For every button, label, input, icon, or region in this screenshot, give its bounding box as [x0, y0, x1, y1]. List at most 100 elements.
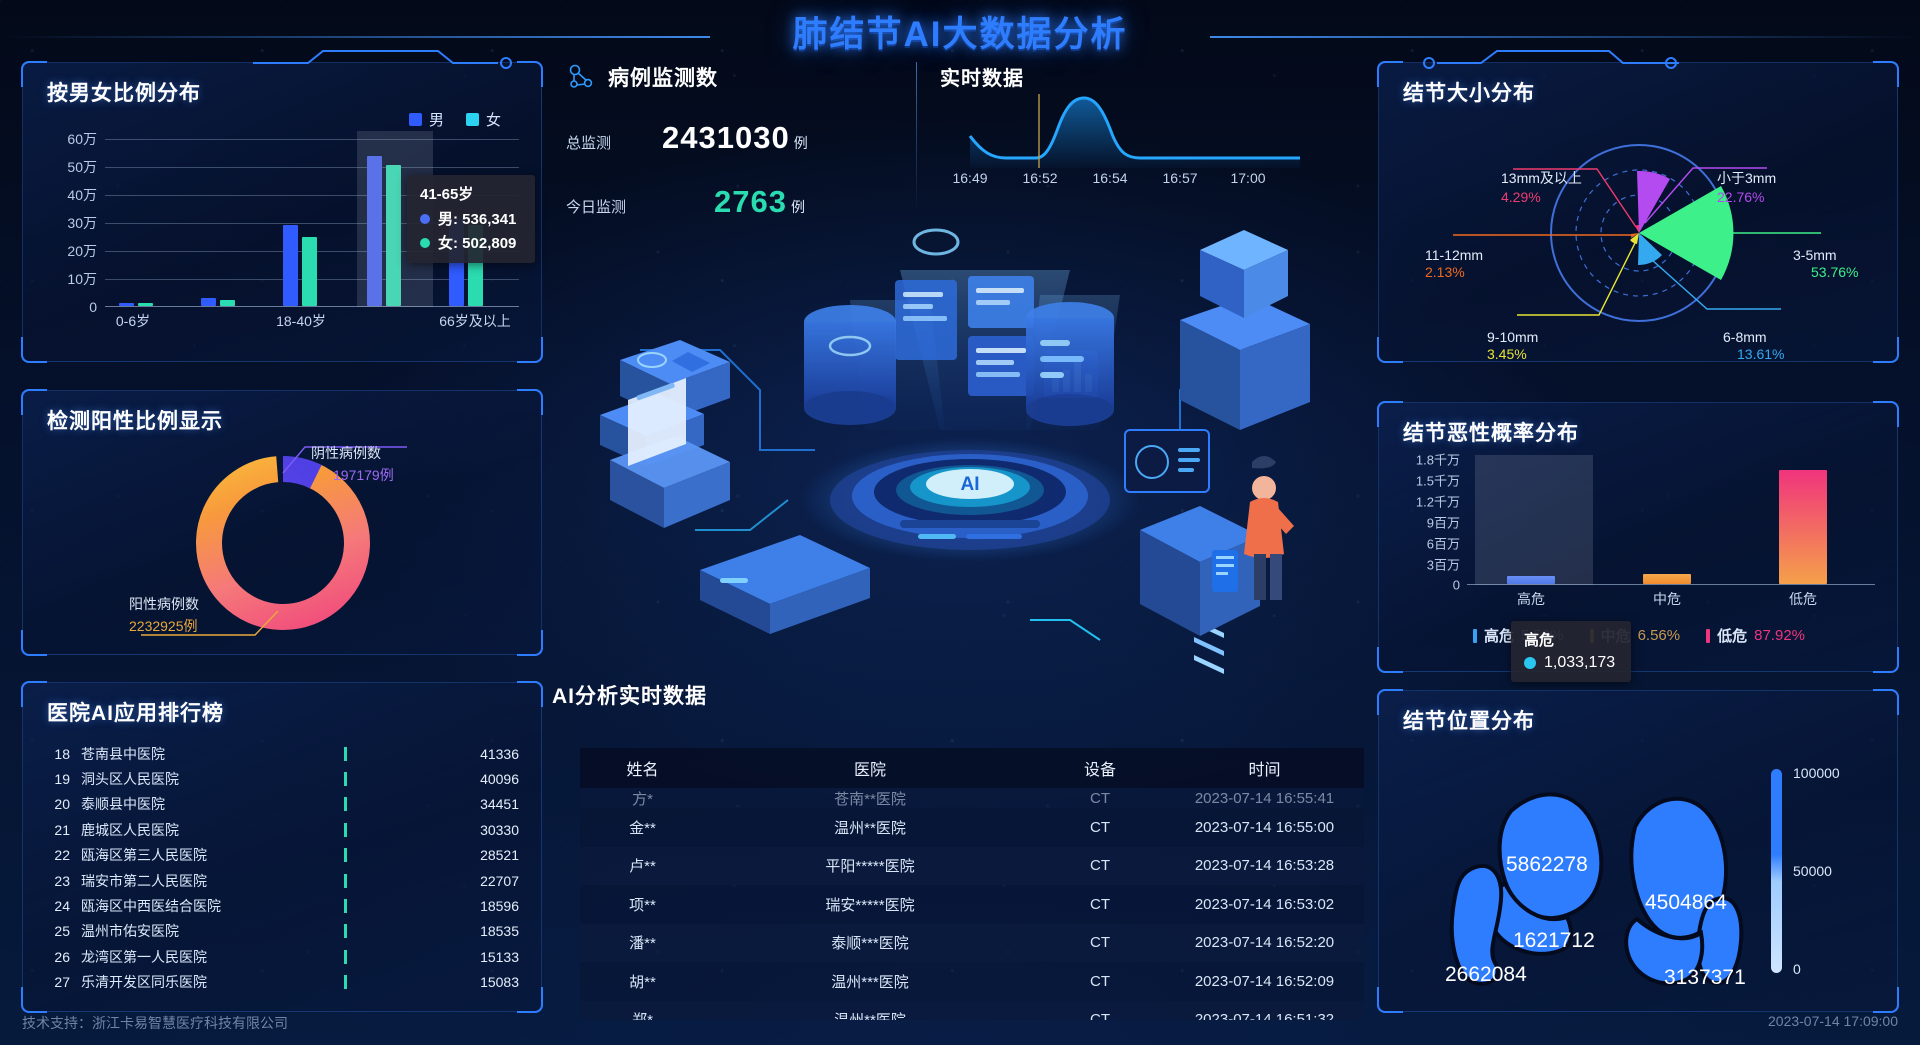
visual-map-max: 100000 [1793, 765, 1840, 781]
rank-bar-fill [344, 924, 347, 939]
case-monitor-header: 病例监测数 [566, 62, 886, 92]
rank-number: 24 [54, 898, 70, 915]
cell-hospital: 瑞安*****医院 [825, 896, 915, 914]
y-tick: 1.2千万 [1415, 494, 1460, 510]
cell-hospital: 苍南**医院 [834, 790, 906, 808]
tooltip-dot-male [420, 213, 430, 224]
region-right-lower-lobe[interactable] [1695, 896, 1744, 986]
rose-slice-9-10mm[interactable] [1630, 233, 1639, 244]
bar-medium-risk[interactable] [1643, 574, 1691, 584]
rose-pct: 22.76% [1717, 189, 1765, 205]
ranking-row[interactable]: 23 瑞安市第二人民医院 22707 [47, 868, 519, 893]
ranking-row[interactable]: 21 鹿城区人民医院 30330 [47, 817, 519, 842]
corner-decor [21, 630, 47, 656]
gender-legend[interactable]: 男 女 [408, 109, 501, 130]
tooltip-dot-female [420, 237, 430, 248]
hospital-ranking-list[interactable]: 18 苍南县中医院 41336 19 洞头区人民医院 40096 20 泰顺县中医院 34451… [47, 741, 519, 999]
ai-table-body[interactable]: 金** 温州**医院 CT 2023-07-14 16:55:00 卢** 平阳*****… [580, 808, 1364, 1020]
rank-hospital-name: 瓯海区中西医结合医院 [81, 898, 221, 915]
today-monitor-unit: 例 [790, 199, 805, 215]
corner-decor [21, 61, 47, 87]
tooltip-value: 1,033,173 [1544, 654, 1616, 671]
table-row[interactable]: 潘** 泰顺***医院 CT 2023-07-14 16:52:20 [580, 923, 1364, 962]
bar-female[interactable] [220, 300, 235, 306]
bar-male[interactable] [367, 156, 382, 306]
y-tick: 1.5千万 [1415, 473, 1460, 489]
table-row[interactable]: 卢** 平阳*****医院 CT 2023-07-14 16:53:28 [580, 846, 1364, 885]
bar-male[interactable] [119, 303, 134, 306]
legend-swatch-low-risk [1706, 628, 1711, 643]
ranking-row[interactable]: 18 苍南县中医院 41336 [47, 741, 519, 766]
cell-device: CT [1090, 972, 1110, 990]
rose-slice-6-8mm[interactable] [1638, 233, 1662, 266]
x-tick: 17:00 [1230, 170, 1266, 186]
malignancy-legend[interactable]: 高危 5.52% 中危 6.56% 低危 87.92% [1379, 625, 1899, 646]
nodule-size-rose-chart[interactable] [1403, 115, 1875, 351]
rose-slice-under3mm[interactable] [1637, 170, 1670, 233]
region-left-upper-lobe[interactable] [1497, 792, 1604, 920]
panel-nodule-size: 结节大小分布 [1377, 50, 1899, 363]
realtime-line-chart [968, 94, 1300, 168]
gridline [105, 139, 519, 140]
legend-item-male[interactable]: 男 [408, 109, 444, 130]
bar-male[interactable] [283, 225, 298, 306]
col-header-device: 设备 [1083, 762, 1116, 779]
bar-group-highlighted[interactable] [367, 156, 401, 306]
footer-datetime: 2023-07-14 17:09:00 [1768, 1013, 1898, 1029]
ai-platform-illustration: AI [600, 228, 1310, 674]
rose-slice-11-12mm[interactable] [1631, 233, 1639, 238]
malignancy-chart-tooltip: 高危 1,033,173 [1511, 621, 1631, 682]
rose-name: 6-8mm [1723, 329, 1767, 345]
positive-donut-chart[interactable] [141, 443, 407, 643]
lung-map-chart[interactable] [1399, 749, 1819, 999]
bar-female[interactable] [138, 303, 153, 306]
ranking-row[interactable]: 20 泰顺县中医院 34451 [47, 792, 519, 817]
bar-high-risk[interactable] [1507, 576, 1555, 584]
ranking-row[interactable]: 27 乐清开发区同乐医院 15083 [47, 970, 519, 995]
panel-malignancy-probability: 结节恶性概率分布 0 3百万 6百万 9百万 1.2千万 1.5千万 1.8千万… [1377, 401, 1899, 682]
ai-table-grid[interactable]: 姓名 医院 设备 时间 方* 苍南**医院 CT 2023-07-14 16:5… [580, 748, 1364, 1020]
table-row[interactable]: 胡** 温州***医院 CT 2023-07-14 16:52:09 [580, 962, 1364, 1001]
table-row[interactable]: 郑*温州**医院 CT 2023-07-14 16:51:32 [580, 1000, 1364, 1020]
footer-support-text: 技术支持：浙江卡易智慧医疗科技有限公司 [22, 1015, 288, 1031]
today-monitor-value: 2763 [714, 184, 787, 219]
panel-title-positive: 检测阳性比例显示 [47, 410, 223, 433]
ranking-row[interactable]: 24 瓯海区中西医结合医院 18596 [47, 893, 519, 918]
region-right-middle-lobe[interactable] [1624, 916, 1705, 986]
ranking-row[interactable]: 26 龙湾区第一人民医院 15133 [47, 944, 519, 969]
rank-hospital-name: 龙湾区第一人民医院 [81, 948, 207, 965]
rank-bar-fill [344, 797, 347, 812]
lung-visual-map-legend[interactable]: 100000 50000 0 [1771, 761, 1871, 981]
gender-x-labels: 0-6岁 18-40岁 66岁及以上 [105, 311, 519, 335]
tooltip-row-male: 男: 536,341 [420, 208, 522, 229]
tooltip-title: 41-65岁 [420, 186, 474, 203]
rank-bar-track [296, 924, 451, 939]
ranking-row[interactable]: 22 瓯海区第三人民医院 28521 [47, 843, 519, 868]
bar-group[interactable] [119, 303, 153, 306]
donut-slice-negative[interactable] [196, 456, 370, 630]
visual-map-gradient-bar[interactable] [1771, 769, 1782, 973]
bar-group[interactable] [201, 298, 235, 306]
bar-male[interactable] [201, 298, 216, 306]
bar-group[interactable] [283, 225, 317, 306]
ranking-row[interactable]: 25 温州市佑安医院 18535 [47, 919, 519, 944]
corner-decor [517, 987, 543, 1013]
tooltip-title: 高危 [1524, 632, 1555, 649]
x-tick: 高危 [1517, 591, 1545, 607]
rose-slice-3-5mm[interactable] [1639, 186, 1734, 280]
rank-hospital-name: 瑞安市第二人民医院 [81, 872, 207, 889]
bar-low-risk[interactable] [1779, 470, 1827, 584]
rank-bar-track [296, 772, 451, 787]
rank-value: 15083 [480, 974, 519, 991]
label-negative-cases: 阴性病例数 197179例 [311, 443, 394, 485]
legend-item-low-risk[interactable]: 低危 87.92% [1706, 625, 1805, 646]
region-left-lower-lobe[interactable] [1449, 863, 1504, 986]
corner-decor [21, 389, 47, 415]
bar-female[interactable] [386, 165, 401, 306]
bar-female[interactable] [302, 237, 317, 306]
ranking-row[interactable]: 19 洞头区人民医院 40096 [47, 766, 519, 791]
table-row[interactable]: 项** 瑞安*****医院 CT 2023-07-14 16:53:02 [580, 885, 1364, 924]
table-row[interactable]: 金** 温州**医院 CT 2023-07-14 16:55:00 [580, 808, 1364, 847]
rose-label-9-10mm: 9-10mm 3.45% [1487, 329, 1538, 362]
legend-item-female[interactable]: 女 [465, 109, 501, 130]
